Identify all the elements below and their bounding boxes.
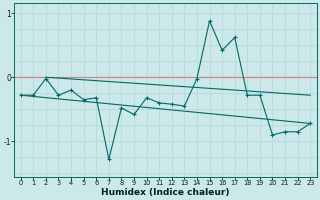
X-axis label: Humidex (Indice chaleur): Humidex (Indice chaleur) [101,188,230,197]
